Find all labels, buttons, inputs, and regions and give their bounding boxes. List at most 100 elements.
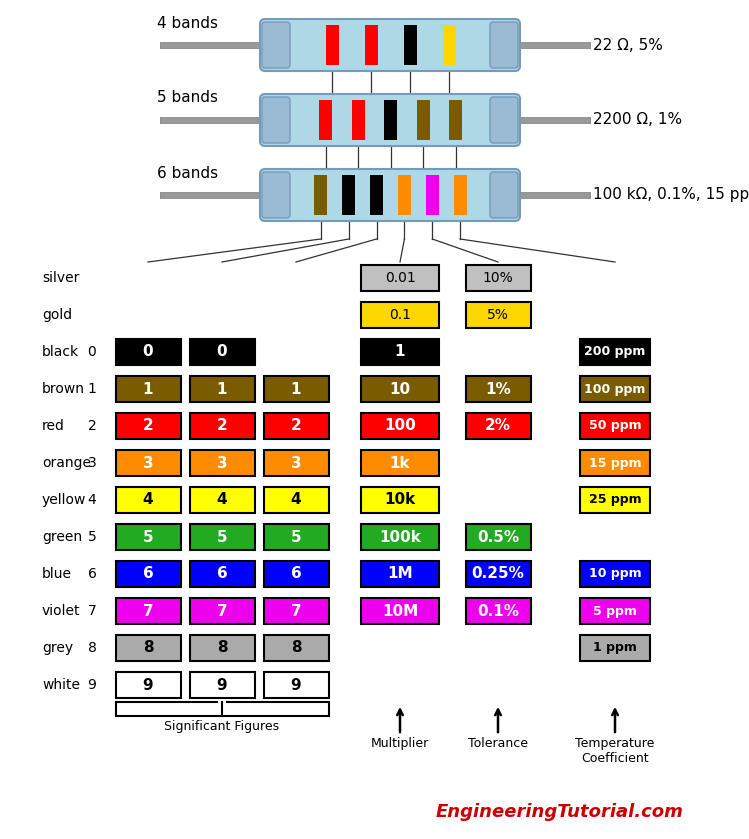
Bar <box>580 413 650 439</box>
Bar <box>465 413 530 439</box>
Text: orange: orange <box>42 456 91 470</box>
FancyBboxPatch shape <box>260 94 520 146</box>
FancyBboxPatch shape <box>490 97 518 143</box>
Bar <box>404 25 416 65</box>
Bar <box>580 598 650 624</box>
Text: 1: 1 <box>143 382 154 397</box>
Text: 5 bands: 5 bands <box>157 91 218 106</box>
Text: 5: 5 <box>88 530 97 544</box>
Bar <box>580 339 650 365</box>
Bar <box>264 524 329 550</box>
Text: 0: 0 <box>88 345 97 359</box>
Text: silver: silver <box>42 271 79 285</box>
Text: 6: 6 <box>142 566 154 581</box>
Bar <box>115 561 181 587</box>
FancyBboxPatch shape <box>490 22 518 68</box>
Text: 100 kΩ, 0.1%, 15 ppm: 100 kΩ, 0.1%, 15 ppm <box>593 187 749 202</box>
Bar <box>115 339 181 365</box>
Text: 4: 4 <box>143 492 154 508</box>
Text: gold: gold <box>42 308 72 322</box>
Bar <box>115 376 181 402</box>
Text: 6: 6 <box>291 566 301 581</box>
Text: 10%: 10% <box>482 271 513 285</box>
Bar <box>351 100 365 140</box>
Text: green: green <box>42 530 82 544</box>
Bar <box>264 672 329 698</box>
Text: 25 ppm: 25 ppm <box>589 493 641 507</box>
Text: 2: 2 <box>88 419 97 433</box>
Bar <box>361 376 439 402</box>
Text: 6 bands: 6 bands <box>157 165 218 180</box>
Text: 3: 3 <box>143 456 154 471</box>
Text: 1: 1 <box>88 382 97 396</box>
Bar <box>189 524 255 550</box>
Text: 7: 7 <box>88 604 97 618</box>
Text: 6: 6 <box>216 566 228 581</box>
Bar <box>189 672 255 698</box>
Bar <box>264 561 329 587</box>
Bar <box>264 487 329 513</box>
Bar <box>580 561 650 587</box>
Bar <box>326 25 339 65</box>
Bar <box>416 100 429 140</box>
Bar <box>361 339 439 365</box>
Bar <box>315 175 327 215</box>
Bar <box>361 413 439 439</box>
Text: 9: 9 <box>88 678 97 692</box>
Bar <box>189 598 255 624</box>
Text: 1M: 1M <box>387 566 413 581</box>
Text: grey: grey <box>42 641 73 655</box>
Text: 2: 2 <box>291 419 301 434</box>
Bar <box>361 524 439 550</box>
Bar <box>319 100 332 140</box>
Bar <box>189 561 255 587</box>
Text: 10M: 10M <box>382 603 418 618</box>
Text: 0.25%: 0.25% <box>472 566 524 581</box>
Text: 3: 3 <box>291 456 301 471</box>
Text: 4: 4 <box>291 492 301 508</box>
Text: red: red <box>42 419 65 433</box>
Bar <box>264 635 329 661</box>
Text: 5: 5 <box>216 529 227 545</box>
Bar <box>398 175 411 215</box>
FancyBboxPatch shape <box>262 97 290 143</box>
Text: 1 ppm: 1 ppm <box>593 642 637 654</box>
Text: 7: 7 <box>291 603 301 618</box>
Text: 8: 8 <box>88 641 97 655</box>
Bar <box>342 175 355 215</box>
Text: 8: 8 <box>216 640 227 655</box>
Bar <box>425 175 439 215</box>
Bar <box>449 100 462 140</box>
Bar <box>443 25 455 65</box>
FancyBboxPatch shape <box>260 19 520 71</box>
Bar <box>384 100 397 140</box>
Bar <box>115 487 181 513</box>
Bar <box>361 450 439 476</box>
Bar <box>465 376 530 402</box>
Bar <box>189 376 255 402</box>
Bar <box>361 598 439 624</box>
Bar <box>361 487 439 513</box>
Bar <box>361 302 439 328</box>
Text: white: white <box>42 678 80 692</box>
Text: black: black <box>42 345 79 359</box>
FancyBboxPatch shape <box>490 172 518 218</box>
Bar <box>465 561 530 587</box>
Bar <box>465 598 530 624</box>
Text: 1%: 1% <box>485 382 511 397</box>
Text: 50 ppm: 50 ppm <box>589 420 641 432</box>
Text: 4: 4 <box>216 492 227 508</box>
Text: Significant Figures: Significant Figures <box>165 720 279 733</box>
Bar <box>189 450 255 476</box>
Text: 5: 5 <box>143 529 154 545</box>
Text: 10 ppm: 10 ppm <box>589 567 641 581</box>
Text: 2200 Ω, 1%: 2200 Ω, 1% <box>593 112 682 128</box>
Bar <box>264 376 329 402</box>
Text: 8: 8 <box>291 640 301 655</box>
Bar <box>115 672 181 698</box>
Text: 1: 1 <box>216 382 227 397</box>
Bar <box>580 487 650 513</box>
FancyBboxPatch shape <box>260 169 520 221</box>
Text: 100 ppm: 100 ppm <box>584 383 646 395</box>
Text: Multiplier: Multiplier <box>371 737 429 750</box>
